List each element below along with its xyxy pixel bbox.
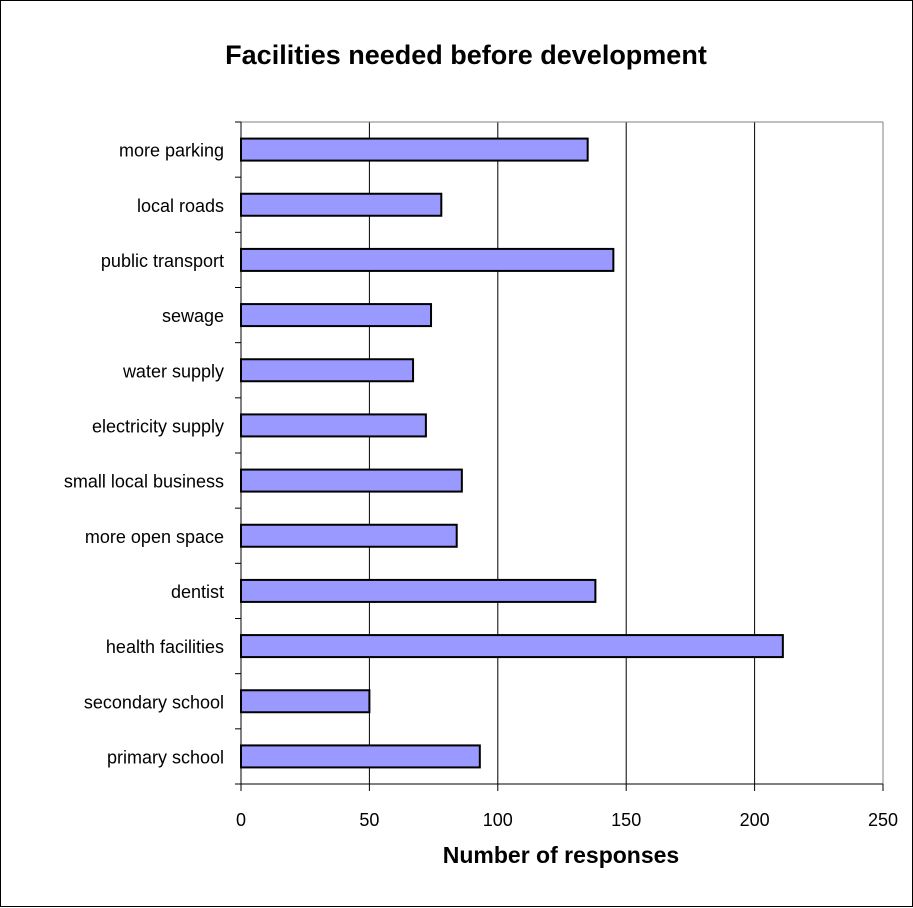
- bar-more-parking: [240, 137, 589, 162]
- bar-dentist: [240, 578, 597, 603]
- bar-more-open-space: [240, 523, 458, 548]
- x-tick-label-50: 50: [359, 810, 379, 830]
- category-label-public-transport: public transport: [101, 251, 224, 271]
- x-tick-label-100: 100: [483, 810, 513, 830]
- x-tick-label-150: 150: [611, 810, 641, 830]
- bar-local-roads: [240, 192, 443, 217]
- bar-electricity-supply: [240, 413, 427, 438]
- category-label-electricity-supply: electricity supply: [92, 416, 224, 436]
- category-label-small-local-business: small local business: [64, 472, 224, 492]
- bars: [240, 137, 784, 769]
- category-label-dentist: dentist: [171, 582, 224, 602]
- bar-sewage: [240, 303, 433, 328]
- category-label-more-parking: more parking: [119, 141, 224, 161]
- bar-small-local-business: [240, 468, 463, 493]
- gridlines: [368, 122, 884, 784]
- x-tick-label-200: 200: [740, 810, 770, 830]
- category-label-health-facilities: health facilities: [106, 637, 224, 657]
- bar-primary-school: [240, 744, 481, 769]
- x-tick-label-250: 250: [868, 810, 898, 830]
- x-tick-labels: 0 50 100 150 200 250: [236, 810, 898, 830]
- category-label-local-roads: local roads: [137, 196, 224, 216]
- bar-health-facilities: [240, 634, 784, 659]
- category-label-secondary-school: secondary school: [84, 692, 224, 712]
- category-label-sewage: sewage: [162, 306, 224, 326]
- bar-public-transport: [240, 247, 615, 272]
- x-tick-label-0: 0: [236, 810, 246, 830]
- x-axis-title: Number of responses: [443, 842, 679, 868]
- axes: [235, 121, 884, 791]
- chart-title: Facilities needed before development: [225, 40, 707, 70]
- category-label-primary-school: primary school: [107, 747, 224, 767]
- bar-secondary-school: [240, 689, 371, 714]
- category-labels: more parking local roads public transport s…: [64, 141, 224, 768]
- category-label-water-supply: water supply: [122, 361, 224, 381]
- bar-water-supply: [240, 358, 415, 383]
- category-label-more-open-space: more open space: [85, 527, 224, 547]
